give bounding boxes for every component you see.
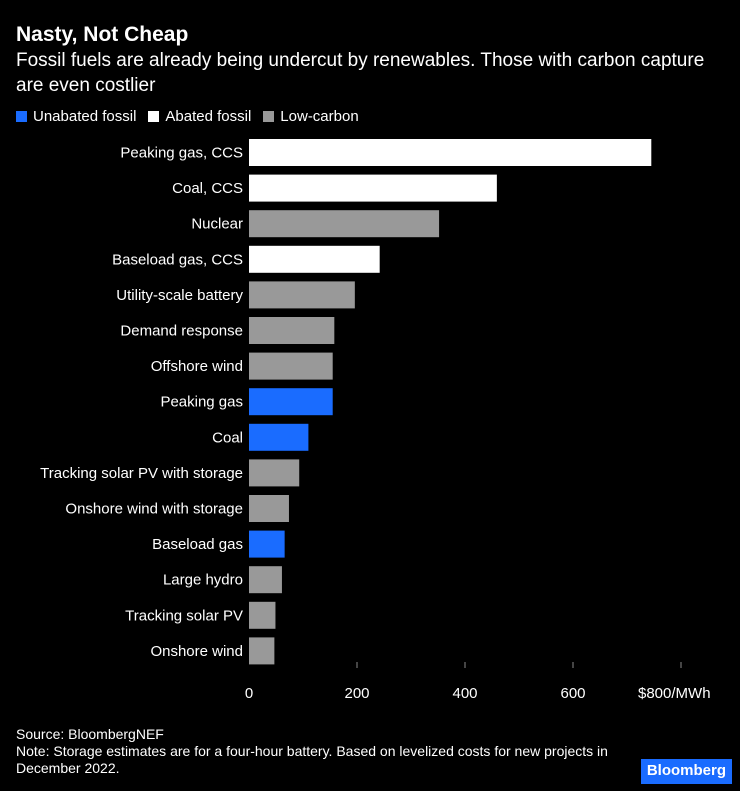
bar-coal-ccs [249, 174, 497, 202]
footnote: Note: Storage estimates are for a four-h… [16, 743, 608, 776]
tick-label: 200 [344, 685, 369, 702]
category-label: Onshore wind with storage [65, 501, 243, 518]
source-note: Source: BloombergNEF [16, 726, 164, 742]
chart-title: Nasty, Not Cheap [16, 23, 189, 46]
category-label: Tracking solar PV [125, 607, 243, 624]
legend-item-unabated: Unabated fossil [16, 108, 136, 125]
tick-label: $800/MWh [638, 685, 711, 702]
bar-peaking-gas-ccs [249, 139, 652, 166]
bar-coal [249, 423, 309, 451]
bar-nuclear [249, 210, 440, 238]
bar-baseload-gas-ccs [249, 245, 380, 273]
category-label: Baseload gas, CCS [112, 251, 243, 268]
category-label: Tracking solar PV with storage [40, 465, 243, 482]
legend: Unabated fossil Abated fossil Low-carbon [16, 108, 371, 125]
bar-peaking-gas [249, 388, 333, 416]
tick-label: 400 [452, 685, 477, 702]
category-label: Offshore wind [151, 358, 243, 375]
category-label: Coal, CCS [172, 180, 243, 197]
category-label: Nuclear [191, 216, 243, 233]
category-label: Utility-scale battery [116, 287, 243, 304]
category-label: Onshore wind [150, 643, 243, 660]
bar-tracking-solar-pv [249, 601, 276, 629]
category-label: Peaking gas [160, 394, 243, 411]
legend-swatch-abated [148, 111, 160, 122]
bar-large-hydro [249, 566, 282, 594]
tick-label: 0 [245, 685, 253, 702]
legend-item-abated: Abated fossil [148, 108, 251, 125]
bloomberg-logo: Bloomberg [640, 759, 732, 784]
legend-swatch-low-carbon [263, 111, 275, 122]
category-label: Coal [212, 429, 243, 446]
bar-baseload-gas [249, 530, 285, 558]
tick-label: 600 [560, 685, 585, 702]
bar-demand-response [249, 317, 335, 344]
category-label: Peaking gas, CCS [120, 145, 243, 162]
chart-subtitle: Fossil fuels are already being undercut … [16, 50, 705, 96]
bar-onshore-wind-with-storage [249, 495, 289, 522]
legend-label-unabated: Unabated fossil [33, 108, 137, 125]
category-label: Baseload gas [152, 536, 243, 553]
legend-item-low-carbon: Low-carbon [263, 108, 359, 125]
legend-swatch-unabated [16, 111, 27, 122]
bar-onshore-wind [249, 637, 275, 665]
bar-tracking-solar-pv-with-storage [249, 459, 300, 487]
bar-utility-scale-battery [249, 281, 355, 309]
category-label: Demand response [120, 323, 243, 340]
category-label: Large hydro [163, 572, 243, 589]
legend-label-low-carbon: Low-carbon [280, 108, 359, 125]
bar-offshore-wind [249, 352, 333, 380]
legend-label-abated: Abated fossil [165, 108, 252, 125]
